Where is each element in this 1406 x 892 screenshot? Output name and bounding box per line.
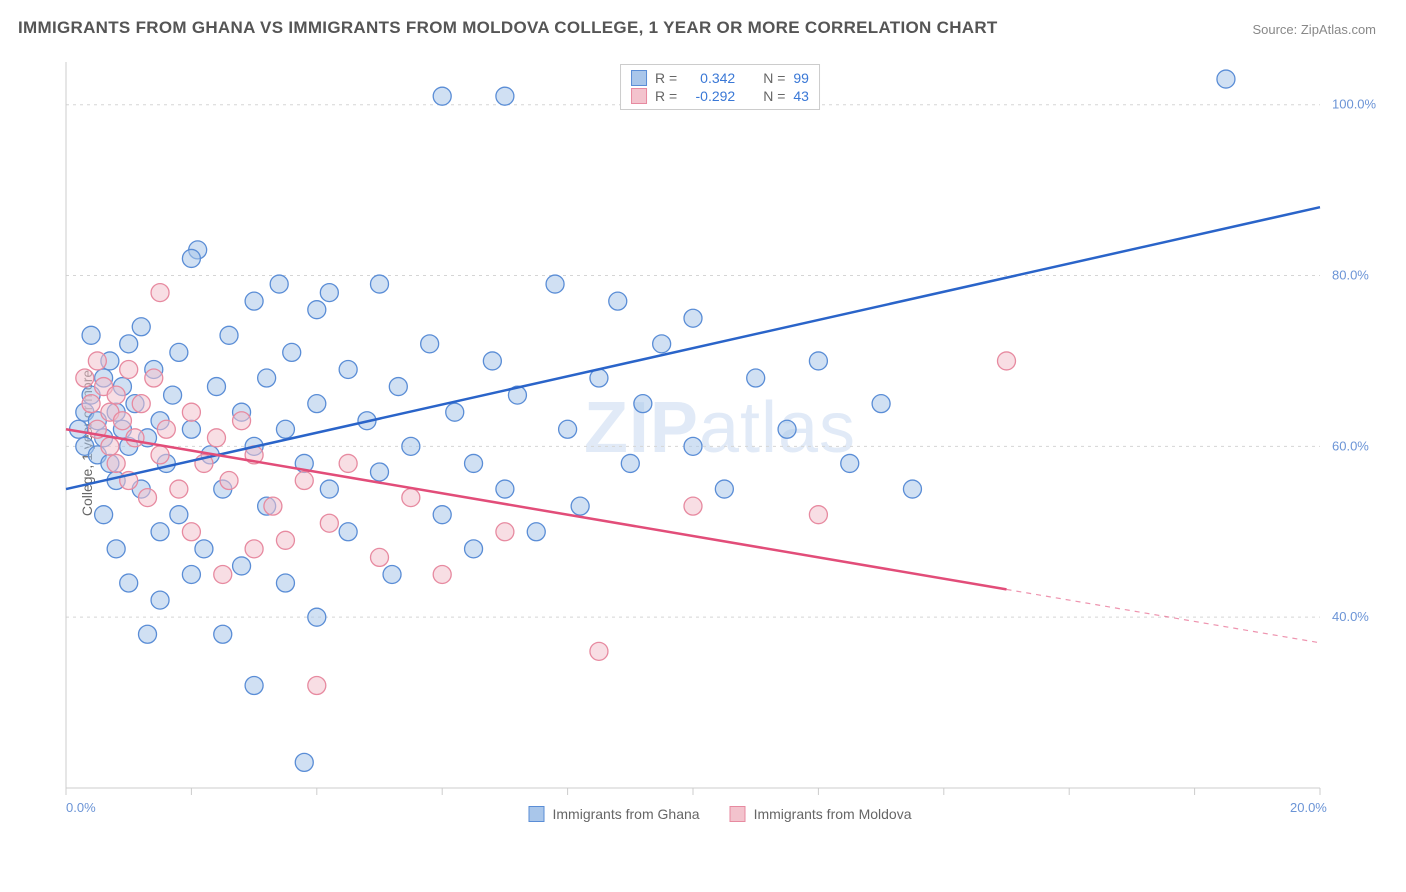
svg-text:20.0%: 20.0% [1290, 800, 1327, 815]
svg-text:0.0%: 0.0% [66, 800, 96, 815]
series-legend-item: Immigrants from Ghana [529, 806, 700, 822]
legend-swatch [529, 806, 545, 822]
correlation-legend: R = 0.342 N = 99 R = -0.292 N = 43 [620, 64, 820, 110]
r-label: R = [655, 88, 677, 104]
r-value: 0.342 [685, 70, 735, 86]
n-label: N = [763, 70, 785, 86]
n-value: 43 [793, 88, 809, 104]
svg-text:60.0%: 60.0% [1332, 438, 1369, 453]
r-value: -0.292 [685, 88, 735, 104]
corr-legend-row: R = 0.342 N = 99 [631, 69, 809, 87]
svg-text:80.0%: 80.0% [1332, 268, 1369, 283]
series-legend: Immigrants from Ghana Immigrants from Mol… [529, 806, 912, 822]
corr-legend-row: R = -0.292 N = 43 [631, 87, 809, 105]
source-attribution: Source: ZipAtlas.com [1252, 22, 1376, 37]
series-name: Immigrants from Moldova [754, 806, 912, 822]
chart-container: College, 1 year or more ZIPatlas 40.0%60… [60, 58, 1380, 828]
series-name: Immigrants from Ghana [553, 806, 700, 822]
n-value: 99 [793, 70, 809, 86]
svg-text:100.0%: 100.0% [1332, 97, 1377, 112]
legend-swatch [730, 806, 746, 822]
legend-swatch [631, 70, 647, 86]
r-label: R = [655, 70, 677, 86]
scatter-plot: 40.0% 60.0% 80.0% 100.0% 0.0% 20.0% [60, 58, 1380, 828]
n-label: N = [763, 88, 785, 104]
svg-text:40.0%: 40.0% [1332, 609, 1369, 624]
legend-swatch [631, 88, 647, 104]
series-legend-item: Immigrants from Moldova [730, 806, 912, 822]
chart-title: IMMIGRANTS FROM GHANA VS IMMIGRANTS FROM… [18, 18, 998, 38]
